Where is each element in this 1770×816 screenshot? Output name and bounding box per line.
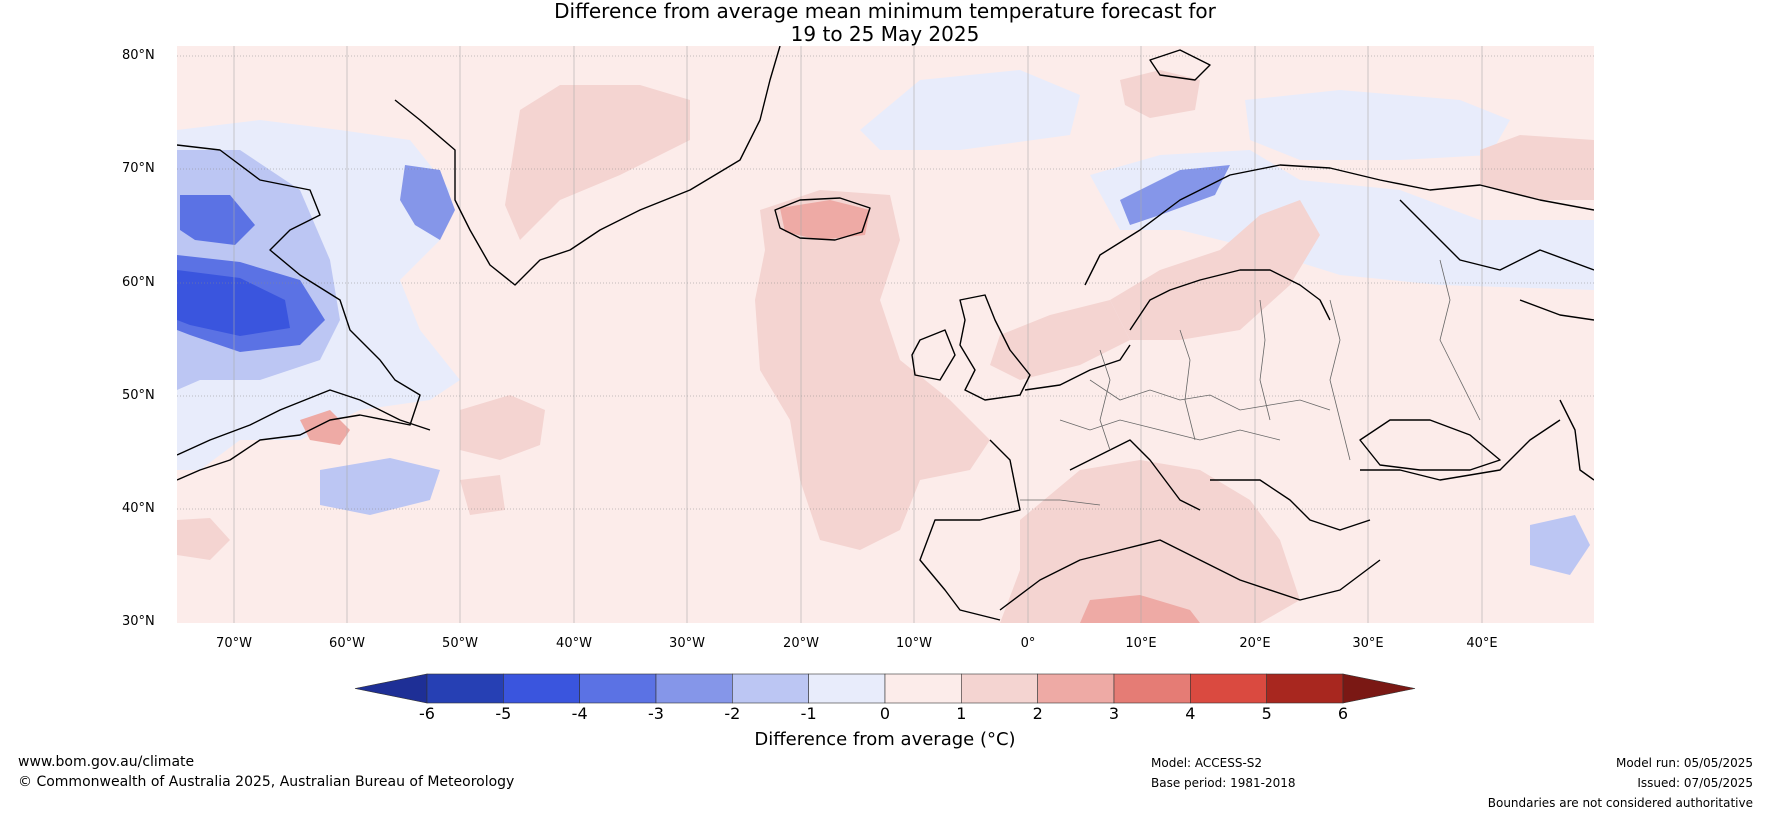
colorbar-tick-label: -6 [419, 704, 435, 723]
model-run-text: Model run: 05/05/2025 [1615, 756, 1753, 770]
warm-anomaly-iceland-core [780, 200, 870, 240]
colorbar-tick-label: -3 [648, 704, 664, 723]
lon-label-30w: 30°W [669, 636, 705, 651]
warm-anomaly-western-europe [990, 300, 1130, 380]
issued-text: Issued: 07/05/2025 [1637, 776, 1753, 790]
lon-label-20w: 20°W [783, 636, 819, 651]
warm-anomaly-southwest [177, 518, 230, 560]
copyright-text: © Commonwealth of Australia 2025, Austra… [18, 774, 515, 790]
cool-anomaly-southeast [1530, 515, 1590, 575]
coast-ireland [911, 329, 956, 381]
colorbar-tick-label: 3 [1108, 704, 1120, 723]
coast-arctic-russia [1399, 199, 1594, 321]
colorbar-tick-label: -2 [724, 704, 741, 723]
warm-anomaly-scandinavia [1110, 200, 1320, 340]
model-text: Model: ACCESS-S2 [1151, 756, 1263, 770]
cool-anomaly-newfoundland-south [320, 458, 440, 515]
latitude-gridlines [177, 55, 1594, 510]
colorbar-tick-label: 1 [956, 704, 967, 723]
coast-svalbard [1149, 49, 1211, 81]
lon-label-30e: 30°E [1352, 636, 1384, 651]
cool-anomaly-north-baffin [180, 195, 255, 245]
warm-anomaly-iceland [755, 190, 990, 550]
colorbar-tick-label: -5 [495, 704, 512, 723]
coast-mediterranean [999, 419, 1561, 611]
lon-label-40e: 40°E [1466, 636, 1498, 651]
lon-label-70w: 70°W [216, 636, 252, 651]
disclaimer-text: Boundaries are not considered authoritat… [1487, 796, 1753, 810]
warm-anomaly-svalbard [1120, 70, 1200, 118]
warm-anomaly-arctic-east [1480, 135, 1594, 200]
colorbar-tick-label: -4 [571, 704, 588, 723]
cool-anomaly-greenland-east [400, 165, 455, 240]
coast-caspian [1559, 399, 1594, 481]
lon-label-20e: 20°E [1239, 636, 1271, 651]
coast-baltic [1129, 269, 1331, 331]
coast-europe-west [919, 344, 1131, 621]
colorbar-tick-label: 4 [1185, 704, 1196, 723]
title-line-2: 19 to 25 May 2025 [790, 22, 980, 46]
lon-label-50w: 50°W [442, 636, 478, 651]
coast-black-sea [1359, 419, 1501, 471]
coast-britain [959, 294, 1031, 401]
cool-anomaly-hudson-core [177, 270, 290, 336]
coast-iceland [774, 197, 871, 241]
map-area [177, 46, 1594, 623]
colorbar-tick-label: 0 [879, 704, 891, 723]
base-period-text: Base period: 1981-2018 [1151, 776, 1296, 790]
lon-label-0: 0° [1020, 636, 1036, 651]
lon-label-60w: 60°W [329, 636, 365, 651]
lat-label-60n: 60°N [122, 275, 155, 290]
colorbar-tick-label: 2 [1032, 704, 1043, 723]
cool-anomaly-norway-core [1120, 165, 1230, 225]
coastlines [177, 46, 1594, 621]
warm-anomaly-atlantic-south [460, 475, 505, 515]
warm-anomaly-mediterranean [1000, 460, 1300, 623]
warm-anomaly-sahara [1080, 595, 1200, 623]
cool-anomaly-north-sea-ice [860, 70, 1080, 150]
colorbar-tick-label: 5 [1261, 704, 1272, 723]
colorbar-label: Difference from average (°C) [754, 729, 1016, 750]
lon-label-40w: 40°W [556, 636, 592, 651]
warm-anomaly-atlantic-small [460, 395, 545, 460]
lat-label-80n: 80°N [122, 48, 155, 63]
lat-label-40n: 40°N [122, 501, 155, 516]
title-line-1: Difference from average mean minimum tem… [554, 0, 1216, 23]
coast-baffin [177, 144, 421, 481]
cool-anomaly-barents [1245, 90, 1510, 160]
website-text: www.bom.gov.au/climate [18, 754, 195, 770]
lon-label-10e: 10°E [1125, 636, 1157, 651]
lat-label-50n: 50°N [122, 388, 155, 403]
lon-label-10w: 10°W [896, 636, 932, 651]
coast-scandinavia [1084, 164, 1594, 286]
coast-greenland [394, 46, 781, 286]
country-borders [1020, 259, 1481, 506]
longitude-gridlines [233, 46, 1483, 623]
map-title: Difference from average mean minimum tem… [0, 0, 1770, 46]
colorbar-tick-label: -1 [800, 704, 817, 723]
coast-canada-south [177, 389, 431, 456]
colorbar-tick-label: 6 [1337, 704, 1349, 723]
lat-label-30n: 30°N [122, 614, 155, 629]
lat-label-70n: 70°N [122, 161, 155, 176]
warm-anomaly-greenland-sea [505, 85, 690, 240]
